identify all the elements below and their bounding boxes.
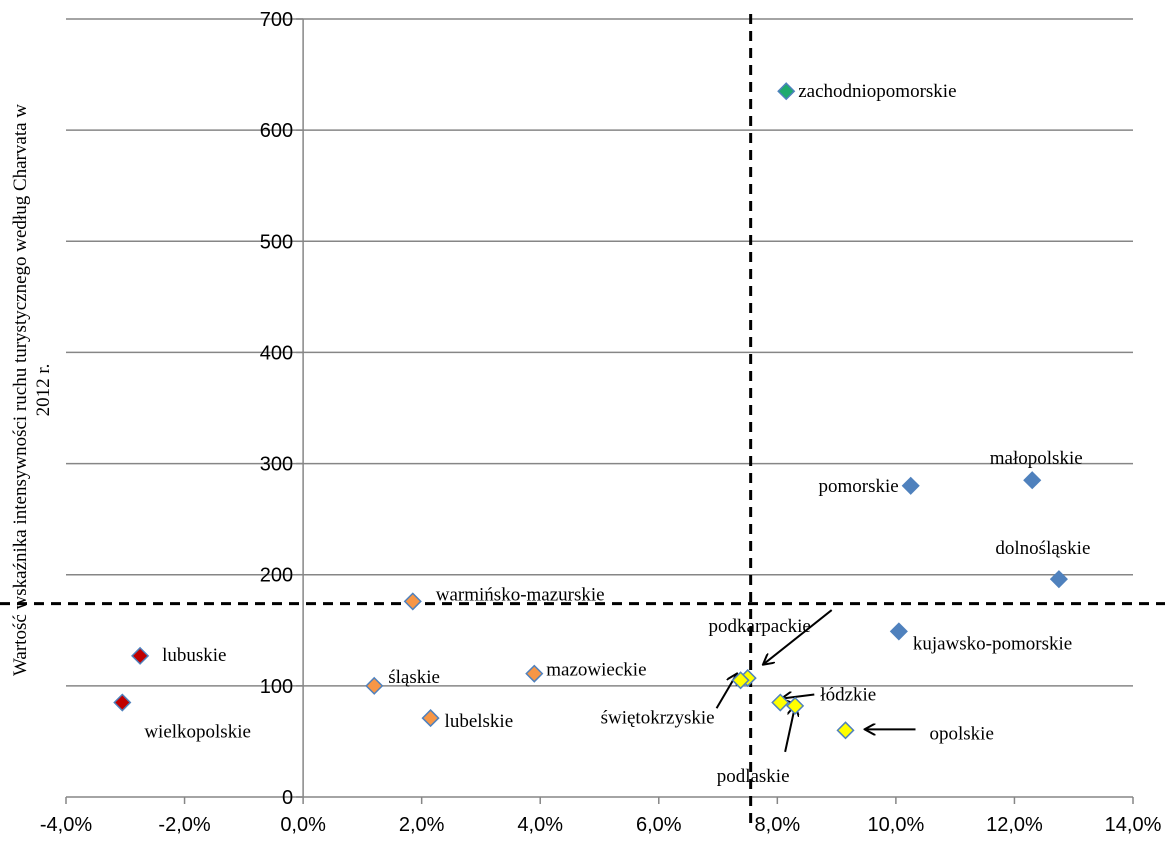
data-point	[1049, 570, 1068, 589]
data-point	[731, 671, 750, 690]
x-tick-label: 10,0%	[868, 814, 925, 836]
data-point	[1023, 471, 1042, 490]
axes	[65, 18, 1134, 804]
tick-labels: -4,0% -2,0% 0,0% 2,0% 4,0% 6,0% 8,0% 10,0% 12,0%…	[40, 9, 1162, 836]
x-tick-label: 14,0%	[1105, 814, 1162, 836]
point-label: mazowieckie	[546, 660, 646, 681]
point-label: podkarpackie	[709, 616, 811, 637]
y-tick-label: 300	[260, 454, 293, 476]
point-label: dolnośląskie	[995, 538, 1090, 559]
x-tick-label: 0,0%	[280, 814, 326, 836]
label-arrow	[764, 609, 833, 664]
y-axis-title-line-2: 2012 r.	[33, 364, 54, 417]
data-point	[403, 592, 422, 611]
x-tick-label: 4,0%	[517, 814, 563, 836]
point-label: opolskie	[930, 723, 994, 744]
point-label: wielkopolskie	[144, 722, 251, 743]
label-arrow	[784, 706, 795, 753]
y-tick-label: 600	[260, 120, 293, 142]
x-tick-label: 2,0%	[399, 814, 445, 836]
y-axis-title-line-1: Wartość wskaźnika intensywności ruchu tu…	[10, 104, 31, 676]
x-tick-label: -4,0%	[40, 814, 92, 836]
data-point	[525, 664, 544, 683]
y-tick-label: 200	[260, 565, 293, 587]
point-label: pomorskie	[818, 476, 898, 497]
data-point	[836, 721, 855, 740]
data-point	[365, 676, 384, 695]
point-label: warmińsko-mazurskie	[436, 584, 605, 605]
data-point	[131, 646, 150, 665]
point-labels: zachodniopomorskie małopolskie pomorskie do…	[144, 81, 1090, 787]
data-point	[786, 696, 805, 715]
x-tick-label: 8,0%	[755, 814, 801, 836]
y-tick-label: 400	[260, 342, 293, 364]
reference-lines	[0, 14, 1165, 830]
point-label: świętokrzyskie	[601, 707, 715, 728]
data-point	[901, 476, 920, 495]
y-tick-label: 700	[260, 9, 293, 31]
data-point	[771, 693, 790, 712]
data-point	[113, 693, 132, 712]
x-tick-label: -2,0%	[158, 814, 210, 836]
data-points	[113, 82, 1068, 740]
label-arrows	[715, 609, 916, 753]
point-label: kujawsko-pomorskie	[913, 633, 1072, 654]
point-label: śląskie	[388, 667, 440, 688]
point-label: podlaskie	[717, 766, 790, 787]
y-axis-title: Wartość wskaźnika intensywności ruchu tu…	[10, 104, 54, 676]
point-label: małopolskie	[990, 448, 1083, 469]
data-point	[889, 622, 908, 641]
y-tick-label: 100	[260, 676, 293, 698]
x-tick-label: 12,0%	[986, 814, 1043, 836]
data-point	[777, 82, 796, 101]
point-label: lubelskie	[445, 711, 514, 732]
y-tick-label: 0	[282, 787, 293, 809]
point-label: zachodniopomorskie	[798, 81, 956, 102]
x-tick-label: 6,0%	[636, 814, 682, 836]
data-point	[421, 709, 440, 728]
label-arrow	[782, 695, 815, 699]
point-label: lubuskie	[162, 645, 226, 666]
y-tick-label: 500	[260, 231, 293, 253]
gridlines	[66, 18, 1133, 687]
point-label: łódzkie	[820, 685, 876, 706]
